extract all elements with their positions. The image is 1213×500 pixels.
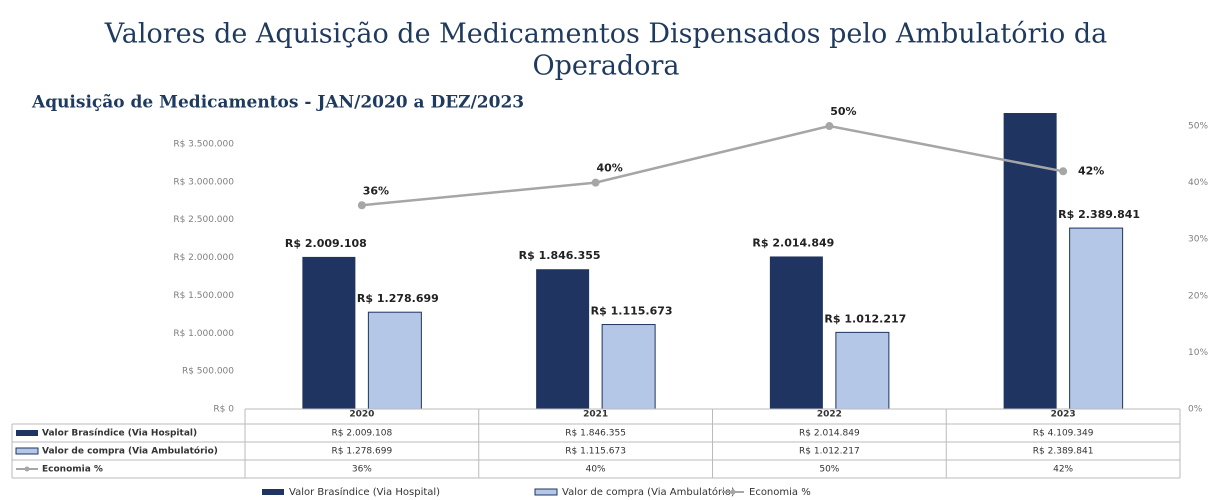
y2-tick-label: 50% [1188,122,1208,132]
table-row-label: Valor Brasíndice (Via Hospital) [42,429,197,439]
y-tick-label: R$ 2.500.000 [173,215,234,225]
legend-key [24,466,30,472]
bar [1069,227,1124,410]
data-label: R$ 2.009.108 [285,237,367,250]
data-label: 40% [596,162,622,175]
y-tick-label: R$ 3.500.000 [173,140,234,150]
y-tick-label: R$ 3.000.000 [173,177,234,187]
legend-label: Valor Brasíndice (Via Hospital) [289,486,440,498]
bar [302,256,356,409]
data-label: 50% [830,105,856,118]
legend-label: Economia % [749,487,811,498]
table-cell: R$ 1.278.699 [332,447,393,457]
data-label: R$ 1.278.699 [357,292,439,305]
y2-tick-label: 0% [1188,405,1203,415]
bar [367,311,422,410]
y-tick-label: R$ 0 [213,405,234,415]
legend-key [15,447,39,455]
table-cell: 40% [586,465,606,475]
table-row-label: Economia % [42,465,103,475]
data-label: R$ 2.014.849 [752,236,834,249]
chart-title: Valores de Aquisição de Medicamentos Dis… [104,19,1107,50]
bar [601,324,656,410]
table-cell: R$ 1.846.355 [565,429,626,439]
table-cell: R$ 2.389.841 [1033,447,1094,457]
y-tick-label: R$ 2.000.000 [173,253,234,263]
y2-tick-label: 30% [1188,235,1208,245]
line [361,124,1064,207]
table-cell: R$ 4.109.349 [1033,429,1094,439]
table-row-label: Valor de compra (Via Ambulatório) [42,446,218,457]
table-cell: 42% [1053,465,1073,475]
bar [1003,113,1057,409]
x-tick-label: 2021 [583,410,608,420]
table-cell: R$ 1.012.217 [799,447,860,457]
legend-label: Valor de compra (Via Ambulatório) [562,486,735,498]
data-label: R$ 1.012.217 [824,312,906,325]
chart-subtitle: Aquisição de Medicamentos - JAN/2020 a D… [31,93,524,113]
table-cell: 50% [819,465,839,475]
y2-tick-label: 20% [1188,291,1208,301]
bar [835,331,890,410]
table-cell: R$ 2.014.849 [799,429,860,439]
y-tick-label: R$ 500.000 [182,367,234,377]
x-tick-label: 2022 [817,410,842,420]
line-marker [825,122,834,131]
data-label: 42% [1078,164,1104,177]
plot-area [302,113,1124,410]
table-cell: R$ 1.115.673 [565,447,626,457]
data-label: 36% [363,184,389,197]
x-tick-label: 2023 [1051,410,1076,420]
legend-key [534,488,558,496]
chart-title: Operadora [533,51,680,82]
data-label: R$ 1.115.673 [591,305,673,318]
y2-tick-label: 10% [1188,348,1208,358]
y-tick-label: R$ 1.500.000 [173,291,234,301]
x-tick-label: 2020 [349,410,374,420]
table-cell: R$ 2.009.108 [332,429,393,439]
legend-key [16,430,38,436]
legend-key [730,489,736,495]
line-marker [357,201,366,210]
bar [536,269,590,409]
data-label: R$ 1.846.355 [519,249,601,262]
data-label: R$ 2.389.841 [1058,208,1140,221]
bar [769,256,823,409]
y2-tick-label: 40% [1188,178,1208,188]
line-marker [591,178,600,187]
legend-key [262,489,284,495]
table-cell: 36% [352,465,372,475]
y-tick-label: R$ 1.000.000 [173,329,234,339]
line-marker [1059,167,1068,176]
